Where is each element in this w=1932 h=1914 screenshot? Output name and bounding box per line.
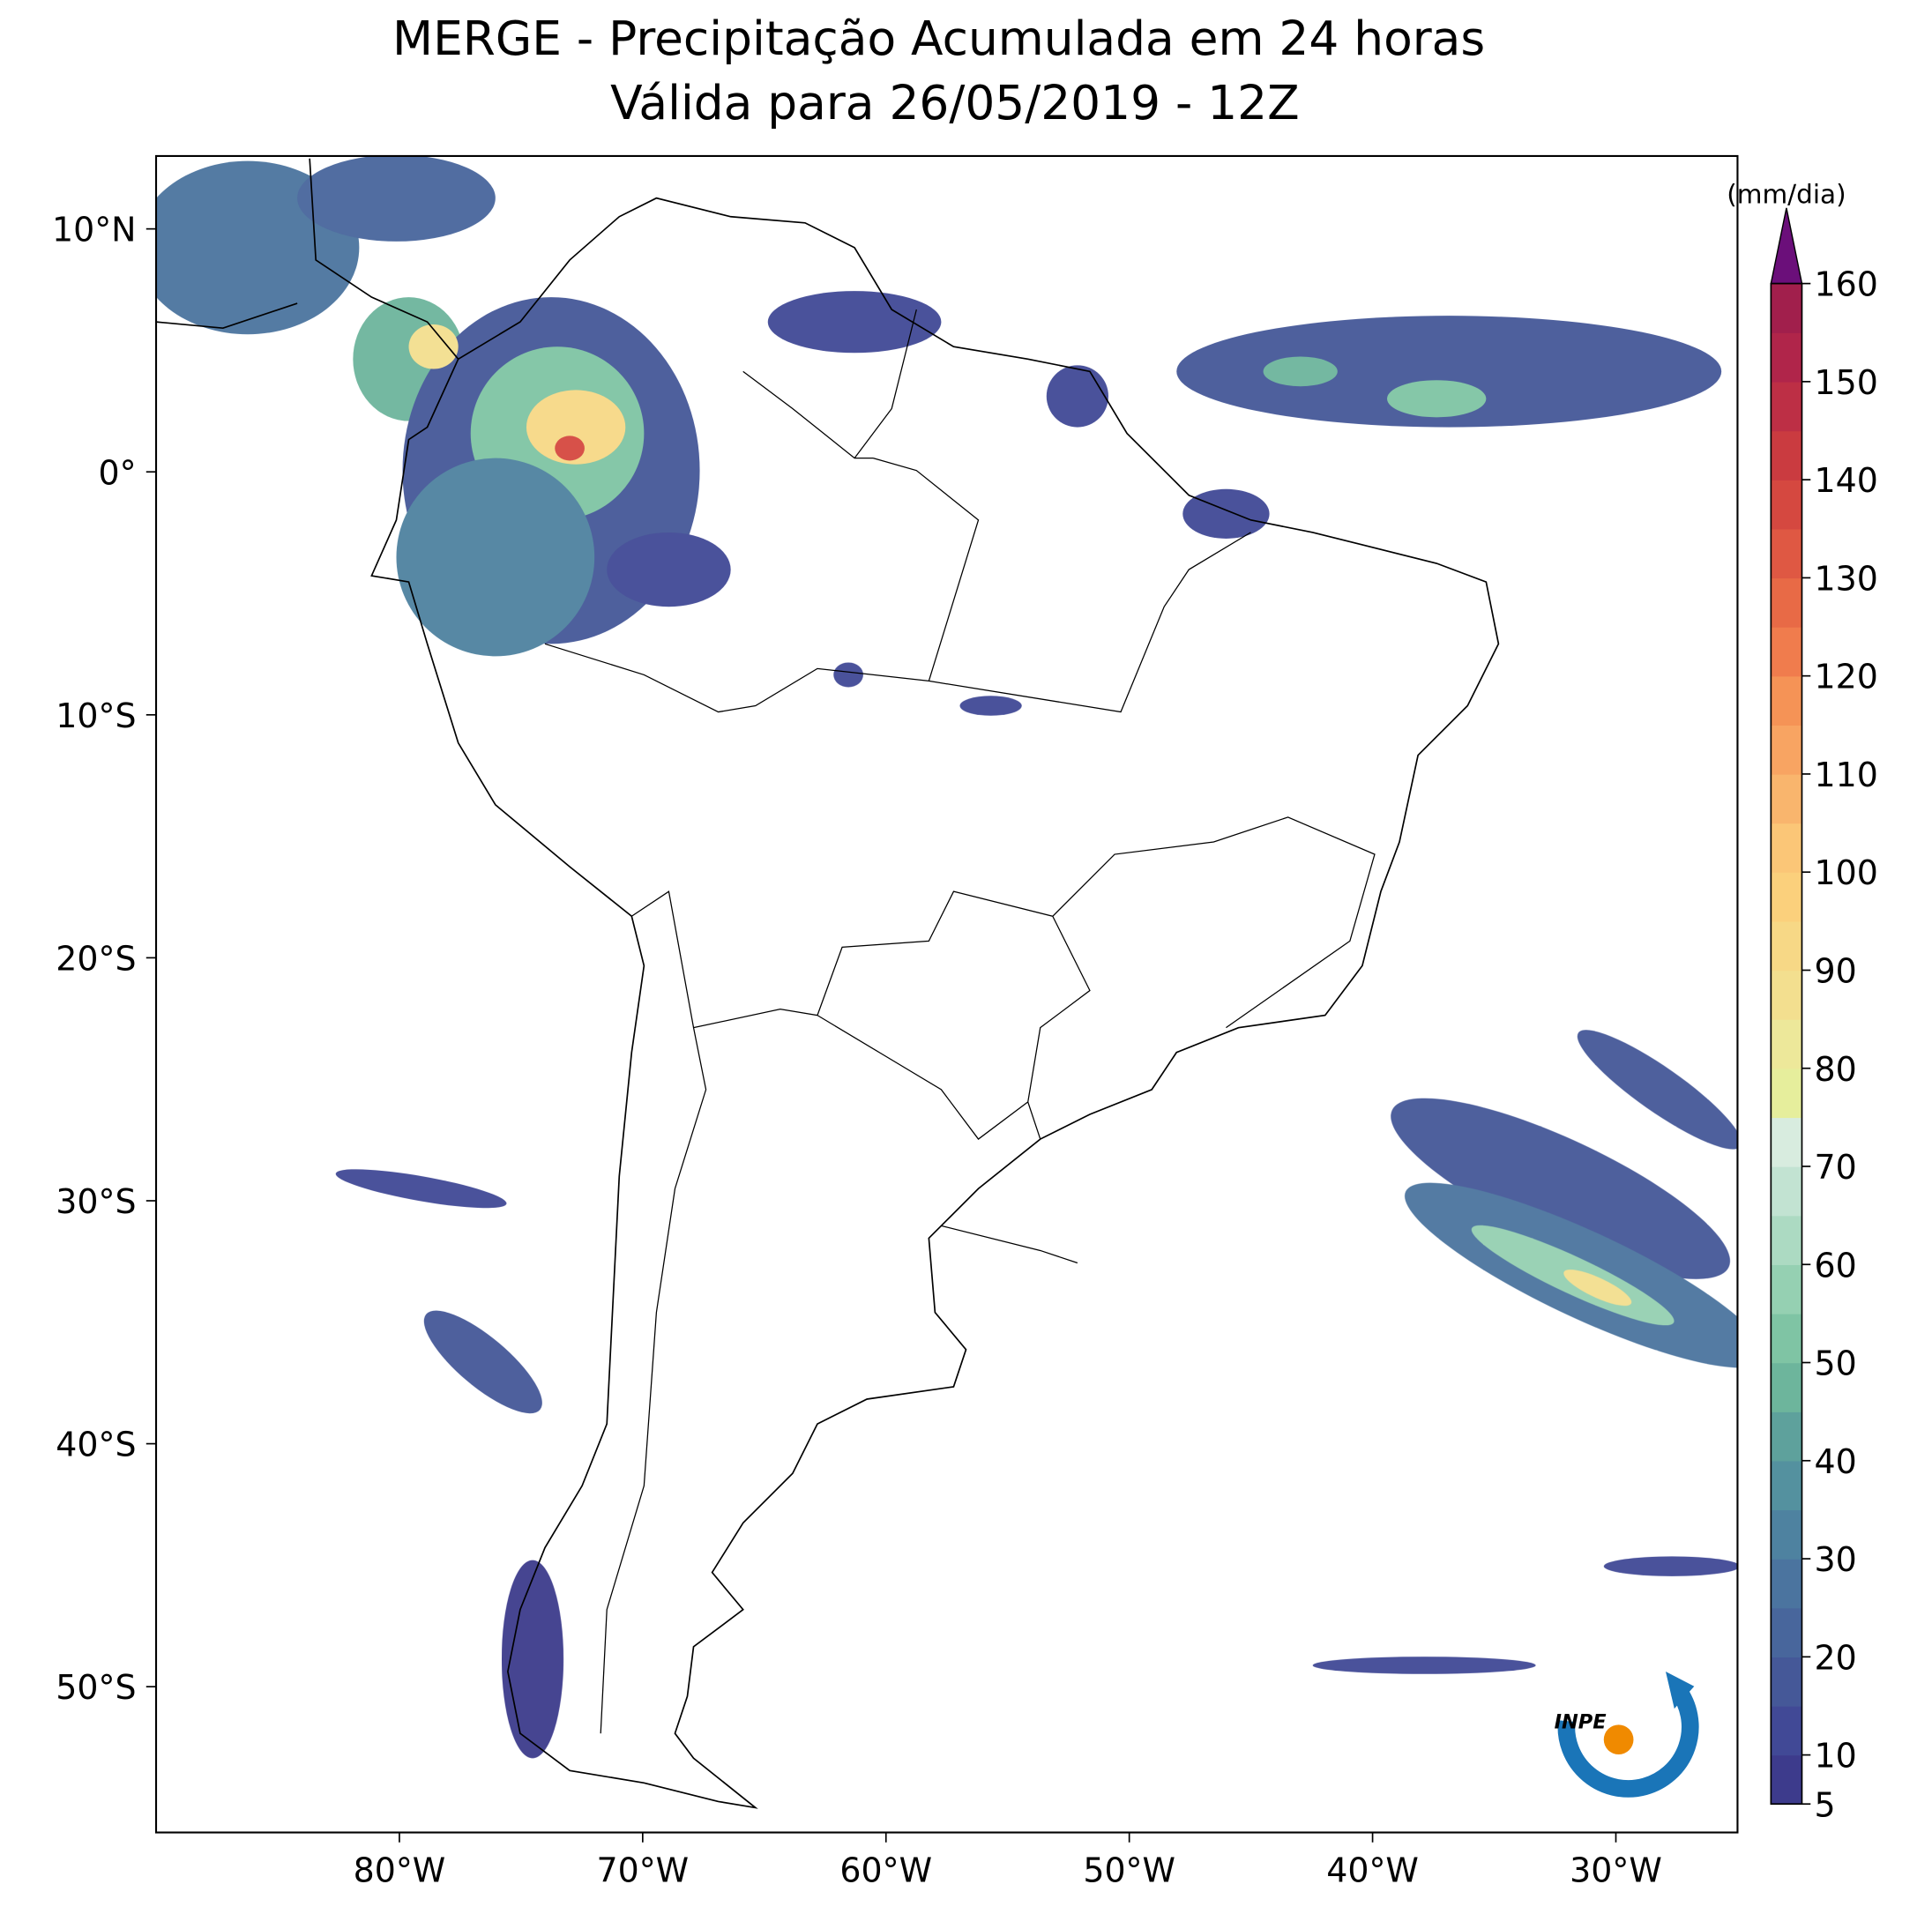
x-tick-label: 60°W: [839, 1851, 932, 1890]
colorbar-band: [1771, 1313, 1802, 1364]
colorbar-band: [1771, 577, 1802, 628]
colorbar-band: [1771, 627, 1802, 677]
x-tick-label: 70°W: [597, 1851, 690, 1890]
y-tick-label: 10°N: [52, 211, 137, 249]
colorbar-band: [1771, 1019, 1802, 1069]
colorbar-band: [1771, 430, 1802, 480]
colorbar-band: [1771, 725, 1802, 775]
colorbar-band: [1771, 1559, 1802, 1609]
colorbar-tick-label: 50: [1815, 1344, 1857, 1383]
colorbar-tick-label: 30: [1815, 1540, 1857, 1579]
colorbar-frame: [1770, 282, 1803, 1806]
colorbar-band: [1771, 1607, 1802, 1658]
y-tick-label: 50°S: [56, 1668, 136, 1707]
colorbar-label: (mm/dia): [1727, 179, 1846, 209]
x-tick-label: 50°W: [1083, 1851, 1175, 1890]
colorbar-tick-label: 140: [1815, 461, 1878, 500]
colorbar-band: [1771, 1460, 1802, 1511]
colorbar-band: [1771, 1362, 1802, 1412]
colorbar-band: [1771, 823, 1802, 873]
logo-text: INPE: [1555, 1711, 1608, 1734]
colorbar-band: [1771, 970, 1802, 1020]
colorbar-tick-label: 70: [1815, 1148, 1857, 1187]
inpe-logo: INPE: [1555, 1671, 1699, 1798]
colorbar-tick-label: 160: [1815, 265, 1878, 304]
y-tick-label: 40°S: [56, 1426, 136, 1464]
colorbar-tick-label: 5: [1815, 1785, 1836, 1824]
colorbar-tick-label: 110: [1815, 756, 1878, 794]
y-tick-label: 30°S: [56, 1182, 136, 1221]
colorbar-tick-label: 130: [1815, 559, 1878, 598]
colorbar-band: [1771, 1068, 1802, 1119]
colorbar-tick-label: 40: [1815, 1442, 1857, 1481]
colorbar-tick-label: 20: [1815, 1638, 1857, 1677]
colorbar-band: [1771, 1166, 1802, 1217]
subtitle: Válida para 26/05/2019 - 12Z: [610, 75, 1300, 130]
colorbar-tick-label: 60: [1815, 1246, 1857, 1285]
colorbar-band: [1771, 1705, 1802, 1756]
colorbar-band: [1771, 872, 1802, 922]
map-frame: [154, 154, 1739, 1834]
colorbar-band: [1771, 480, 1802, 530]
colorbar-band: [1771, 1215, 1802, 1265]
colorbar-band: [1771, 1411, 1802, 1462]
borders: [544, 309, 1376, 1734]
colorbar-band: [1771, 332, 1802, 383]
y-tick-label: 10°S: [56, 696, 136, 735]
colorbar-tick-label: 120: [1815, 658, 1878, 696]
colorbar-band: [1771, 773, 1802, 824]
colorbar-band: [1771, 675, 1802, 726]
colorbar-band: [1771, 1657, 1802, 1707]
colorbar-tick-label: 90: [1815, 952, 1857, 991]
colorbar-tick-label: 100: [1815, 853, 1878, 892]
colorbar-band: [1771, 381, 1802, 432]
colorbar-tick-label: 10: [1815, 1737, 1857, 1776]
map-area: [156, 155, 1738, 1833]
colorbar-tick-label: 150: [1815, 363, 1878, 402]
colorbar-band: [1771, 1509, 1802, 1560]
x-tick-label: 40°W: [1326, 1851, 1419, 1890]
colorbar-band: [1771, 528, 1802, 579]
colorbar-band: [1771, 920, 1802, 972]
coastline: [156, 158, 1500, 1809]
colorbar-band: [1771, 1264, 1802, 1314]
y-tick-label: 0°: [98, 453, 136, 492]
x-tick-label: 30°W: [1570, 1851, 1662, 1890]
colorbar-tick-label: 80: [1815, 1050, 1857, 1089]
colorbar-extend: [1770, 207, 1803, 285]
title: MERGE - Precipitação Acumulada em 24 hor…: [392, 11, 1485, 66]
y-tick-label: 20°S: [56, 939, 136, 978]
precipitation: [156, 155, 1738, 1759]
colorbar-band: [1771, 283, 1802, 333]
x-tick-label: 80°W: [354, 1851, 446, 1890]
colorbar-band: [1771, 1754, 1802, 1805]
colorbar-band: [1771, 1117, 1802, 1167]
